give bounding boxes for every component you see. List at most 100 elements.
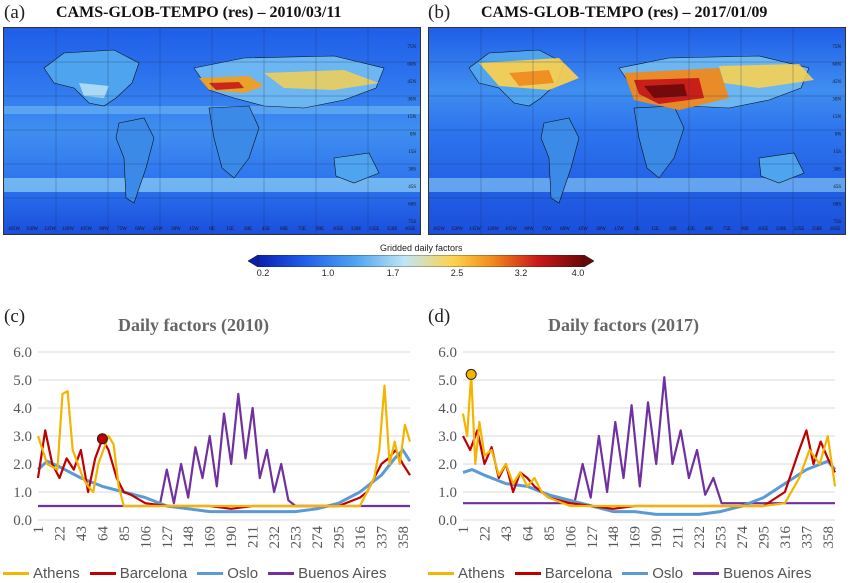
series-line-barcelona	[36, 429, 411, 510]
y-tick-label: 3.0	[13, 429, 32, 445]
hotspot-namerica	[79, 83, 109, 98]
y-tick-label: 5.0	[438, 373, 457, 389]
panel-label-c: (c)	[4, 306, 26, 327]
colorbar-tick: 1.7	[386, 268, 400, 278]
map-lon-label: 135W	[44, 227, 57, 232]
legend-swatch	[89, 572, 116, 575]
map-lon-label: 105W	[80, 227, 93, 232]
map-title-b: CAMS-GLOB-TEMPO (res) – 2017/01/09	[481, 4, 768, 21]
map-lon-label: 60E	[705, 227, 713, 232]
map-lat-label: 15N	[407, 115, 416, 120]
hotspot-asia	[719, 64, 814, 88]
map-lon-label: 105E	[333, 227, 344, 232]
map-a-svg: 165W 150W 135W 120W 105W 90W 75W 60W 45W 30W 15W 0E…	[4, 28, 420, 234]
legend-swatch	[268, 572, 295, 575]
x-tick-label: 274	[735, 526, 751, 549]
map-lat-label: 30N	[832, 98, 841, 103]
x-tick-label: 169	[628, 526, 644, 549]
map-lon-label: 15W	[614, 227, 624, 232]
map-lon-label: 90E	[741, 227, 749, 232]
series-line-athens	[36, 384, 412, 508]
y-tick-label: 4.0	[13, 401, 32, 417]
colorbar-tick: 3.2	[514, 268, 528, 278]
legend-swatch	[428, 572, 454, 575]
x-tick-label: 358	[396, 526, 412, 549]
africa-shape	[208, 105, 260, 179]
map-lon-label: 0E	[634, 227, 640, 232]
colorbar-ticks: 0.2 1.0 1.7 2.5 3.2 4.0	[256, 268, 585, 280]
x-tick-label: 316	[778, 526, 794, 549]
legend-swatch	[197, 572, 224, 575]
map-lon-label: 135E	[369, 227, 380, 232]
map-lon-label: 150E	[387, 227, 398, 232]
map-lon-label: 150E	[812, 227, 823, 232]
x-tick-label: 64	[520, 526, 536, 542]
highlight-marker	[96, 433, 108, 445]
map-lon-label: 165W	[433, 227, 446, 232]
x-tick-label: 232	[692, 526, 708, 549]
legend-label: Barcelona	[119, 565, 188, 582]
map-lon-label: 150W	[26, 227, 39, 232]
y-tick-label: 1.0	[13, 485, 32, 501]
series-line-barcelona	[462, 429, 836, 510]
y-tick-label: 4.0	[438, 401, 457, 417]
x-tick-label: 148	[606, 526, 622, 549]
x-tick-label: 85	[117, 526, 133, 541]
map-lon-label: 75W	[117, 227, 127, 232]
map-panel-b: 165W 150W 135W 120W 105W 90W 75W 60W 45W 30W 15W 0E…	[428, 27, 846, 235]
x-tick-label: 169	[203, 526, 219, 549]
x-tick-label: 337	[799, 526, 815, 549]
map-lat-label: 30S	[833, 168, 841, 173]
colorbar-tick: 1.0	[321, 268, 335, 278]
map-lon-label: 30W	[171, 227, 181, 232]
map-b-lat-labels: 75N 60N 45N 30N 15N 0N 15S 30S 45S 60S 75S	[832, 45, 841, 225]
map-lon-label: 15W	[189, 227, 199, 232]
legend-item-athens: Athens	[3, 565, 80, 582]
legend-item-buenos-aires: Buenos Aires	[693, 565, 811, 582]
map-lat-label: 0N	[410, 133, 417, 138]
map-lon-label: 30E	[244, 227, 252, 232]
panel-label-a: (a)	[4, 2, 26, 23]
hotspot-europe-peak	[644, 84, 687, 98]
map-panel-a: 165W 150W 135W 120W 105W 90W 75W 60W 45W 30W 15W 0E…	[3, 27, 421, 235]
map-lat-label: 75S	[408, 220, 416, 225]
map-b-gridlines	[429, 28, 845, 234]
legend-label: Buenos Aires	[723, 565, 812, 582]
x-tick-label: 274	[310, 526, 326, 549]
map-lon-label: 75W	[542, 227, 552, 232]
map-lon-label: 165W	[8, 227, 21, 232]
map-lon-label: 0E	[209, 227, 215, 232]
x-tick-label: 211	[246, 526, 262, 548]
x-tick-label: 85	[542, 526, 558, 541]
map-lon-label: 120W	[487, 227, 500, 232]
map-lon-label: 90E	[316, 227, 324, 232]
colorbar-left-arrow	[247, 254, 259, 268]
x-tick-label: 22	[52, 526, 68, 541]
chart-title-d: Daily factors (2017)	[548, 315, 699, 335]
x-tick-label: 127	[160, 526, 176, 549]
map-lon-label: 135W	[469, 227, 482, 232]
map-lat-label: 45S	[408, 185, 416, 190]
australia-shape	[333, 152, 380, 184]
y-tick-label: 1.0	[438, 485, 457, 501]
x-tick-label: 43	[499, 526, 515, 541]
y-tick-label: 6.0	[438, 345, 457, 361]
legend-label: Buenos Aires	[298, 565, 387, 582]
legend-label: Athens	[458, 565, 505, 582]
x-tick-label: 190	[649, 526, 665, 549]
x-tick-label: 43	[74, 526, 90, 541]
legend-item-oslo: Oslo	[622, 565, 683, 582]
series-line-oslo	[462, 459, 837, 516]
map-lon-label: 75E	[723, 227, 731, 232]
south-america-shape	[115, 117, 155, 204]
colorbar-tick: 4.0	[571, 268, 585, 278]
y-tick-label: 0.0	[438, 513, 457, 529]
map-lon-label: 90W	[99, 227, 109, 232]
map-lat-label: 30S	[408, 168, 416, 173]
colorbar-tick: 0.2	[256, 268, 270, 278]
x-tick-label: 1	[31, 526, 47, 534]
legend-right: Athens Barcelona Oslo Buenos Aires	[428, 565, 811, 582]
map-lon-label: 120E	[351, 227, 362, 232]
map-lat-label: 75S	[833, 220, 841, 225]
x-tick-label: 148	[181, 526, 197, 549]
